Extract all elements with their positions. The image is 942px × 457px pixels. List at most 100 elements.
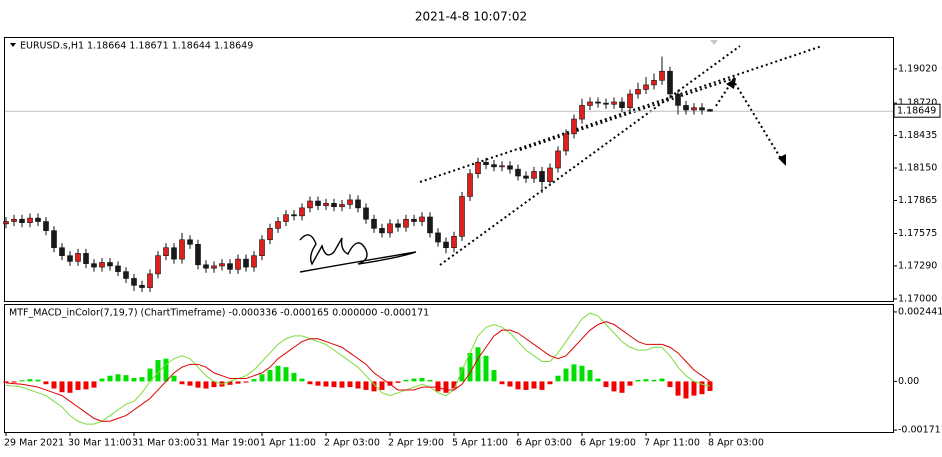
- histogram-bar: [635, 379, 641, 382]
- candle-body: [259, 239, 265, 256]
- candle-body: [467, 173, 473, 197]
- histogram-bar: [211, 381, 217, 388]
- histogram-bar: [347, 381, 353, 388]
- histogram-bar: [387, 381, 393, 386]
- histogram-bar: [643, 379, 649, 382]
- candle-body: [683, 105, 689, 111]
- histogram-bar: [139, 377, 145, 382]
- histogram-bar: [235, 381, 241, 384]
- signature: [299, 234, 417, 273]
- histogram-bar: [371, 381, 377, 392]
- candle-body: [299, 207, 305, 217]
- candle-body: [443, 241, 449, 249]
- histogram-bar: [603, 381, 609, 388]
- x-tick-label: 5 Apr 11:00: [452, 438, 508, 449]
- histogram-bar: [283, 367, 289, 382]
- histogram-bar: [179, 381, 185, 385]
- histogram-bar: [115, 374, 121, 382]
- candle-body: [331, 203, 337, 208]
- histogram-bar: [467, 352, 473, 382]
- candle-body: [643, 84, 649, 90]
- candle-body: [243, 258, 249, 268]
- candle-body: [315, 200, 321, 206]
- collapse-icon[interactable]: [10, 43, 16, 47]
- candle-body: [203, 264, 209, 269]
- candle-body: [59, 247, 65, 256]
- candle-body: [35, 217, 41, 222]
- macd-line: [5, 312, 711, 425]
- histogram-bar: [75, 381, 81, 390]
- x-tick-label: 30 Mar 11:00: [68, 438, 131, 449]
- histogram-bar: [675, 381, 681, 396]
- histogram-bar: [499, 381, 505, 385]
- histogram-bar: [427, 379, 433, 382]
- histogram-bar: [627, 381, 633, 386]
- histogram-bar: [11, 381, 17, 383]
- candle-body: [323, 203, 329, 206]
- histogram-bar: [555, 375, 561, 382]
- histogram-bar: [395, 381, 401, 383]
- candle-body: [667, 70, 673, 95]
- histogram-bar: [171, 375, 177, 382]
- candle-body: [691, 107, 697, 111]
- x-tick-label: 6 Apr 19:00: [580, 438, 636, 449]
- candle-body: [635, 89, 641, 95]
- macd-title: MTF_MACD_inColor(7,19,7) (ChartTimeframe…: [9, 308, 429, 319]
- histogram-bar: [195, 381, 201, 388]
- y-tick-label: 1.17575: [898, 228, 937, 239]
- y-tick-label: 0.002441: [898, 306, 942, 317]
- candle-body: [187, 239, 193, 245]
- y-tick-label: -0.001711: [898, 425, 942, 436]
- candle-body: [675, 93, 681, 106]
- candle-body: [563, 133, 569, 152]
- candle-body: [459, 196, 465, 237]
- histogram-bar: [339, 381, 345, 388]
- candle-body: [491, 164, 497, 168]
- candle-body: [571, 118, 577, 135]
- x-tick-label: 29 Mar 2021: [4, 438, 64, 449]
- candle-body: [75, 253, 81, 262]
- trendline: [439, 45, 741, 266]
- candle-body: [595, 101, 601, 104]
- candle-body: [43, 221, 49, 231]
- histogram-bar: [123, 375, 129, 382]
- histogram-bar: [163, 358, 169, 382]
- candle-body: [475, 162, 481, 175]
- histogram-bar: [491, 370, 497, 382]
- y-tick-label: 1.18150: [898, 163, 937, 174]
- histogram-bar: [475, 347, 481, 382]
- histogram-bar: [667, 381, 673, 388]
- histogram-bar: [451, 381, 457, 389]
- histogram-bar: [251, 379, 257, 382]
- arrow-heads: [726, 78, 786, 166]
- histogram-bar: [507, 381, 513, 387]
- candle-body: [131, 278, 137, 286]
- candle-body: [603, 102, 609, 105]
- histogram-bar: [611, 381, 617, 392]
- current-price-label: 1.18649: [897, 106, 936, 117]
- candle-body: [355, 199, 361, 209]
- candle-body: [275, 221, 281, 229]
- histogram-bar: [619, 381, 625, 393]
- candle-body: [307, 200, 313, 209]
- macd-line: [5, 321, 711, 422]
- x-tick-label: 1 Apr 11:00: [260, 438, 316, 449]
- candle-body: [419, 216, 425, 222]
- shift-marker: [710, 40, 718, 45]
- x-tick-label: 7 Apr 11:00: [644, 438, 700, 449]
- candle-body: [11, 218, 17, 222]
- candle-body: [83, 253, 89, 264]
- y-tick-label: 1.17865: [898, 195, 937, 206]
- histogram-bar: [203, 381, 209, 389]
- candle-body: [211, 265, 217, 269]
- histogram-bar: [291, 372, 297, 382]
- histogram-bar: [51, 381, 57, 389]
- histogram-bar: [227, 381, 233, 385]
- candle-body: [51, 230, 57, 249]
- histogram-bar: [539, 381, 545, 390]
- candle-body: [699, 107, 705, 111]
- histogram-bar: [547, 381, 553, 385]
- histogram-bar: [459, 367, 465, 382]
- candle-body: [403, 218, 409, 228]
